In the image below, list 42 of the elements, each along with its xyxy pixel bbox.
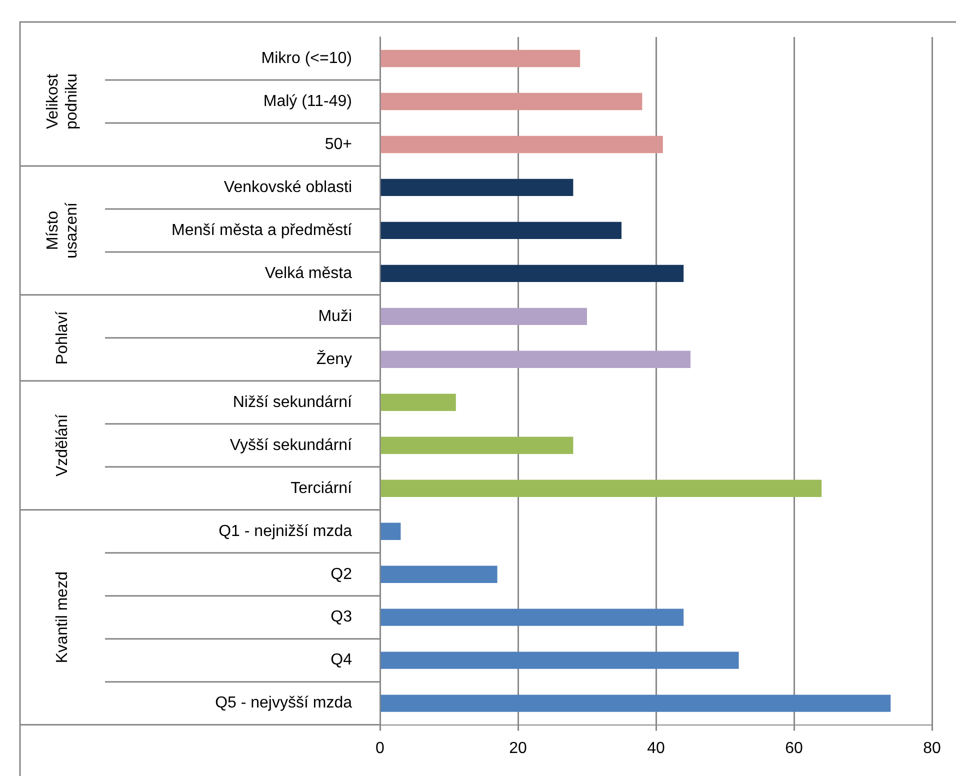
y-tick-label: Nižší sekundární <box>232 394 353 411</box>
bar <box>380 264 684 282</box>
bar <box>380 50 580 68</box>
y-tick-label: Q3 <box>330 608 352 626</box>
bar <box>380 222 622 240</box>
bar <box>380 394 456 411</box>
y-tick-label: Q5 - nejvyšší mzda <box>215 694 352 712</box>
bar <box>380 178 574 196</box>
y-tick-label: Menší města a předměstí <box>171 222 353 239</box>
y-tick-label: Terciární <box>290 480 353 497</box>
text: Kvantil mezd <box>54 572 71 664</box>
bar <box>380 92 642 110</box>
bar <box>380 480 822 497</box>
bar <box>380 566 498 583</box>
y-tick-label: Ženy <box>316 350 352 368</box>
bar <box>380 136 663 154</box>
bar <box>380 350 690 368</box>
y-tick-label: 50+ <box>324 136 352 153</box>
x-tick-label: 40 <box>647 740 665 757</box>
bar <box>380 436 574 454</box>
y-tick-label: Muži <box>318 308 352 325</box>
bar <box>380 522 401 540</box>
y-tick-label: Venkovské oblasti <box>224 178 352 196</box>
y-tick-label: Q4 <box>330 652 352 669</box>
x-tick-label: 80 <box>923 740 941 757</box>
bar <box>380 652 739 669</box>
bar <box>380 308 587 326</box>
text: Velikost podniku <box>44 73 80 130</box>
bar <box>380 694 891 712</box>
y-tick-label: Q1 - nejnižší mzda <box>218 522 352 540</box>
y-tick-label: Vyšší sekundární <box>230 436 353 454</box>
x-tick-label: 0 <box>376 740 385 757</box>
text: Pohlaví <box>54 310 71 365</box>
text: Vzdělání <box>54 414 71 477</box>
text: Místo usazení <box>44 202 80 258</box>
x-tick-label: 60 <box>785 740 803 757</box>
y-tick-label: Mikro (<=10) <box>261 50 352 67</box>
y-tick-label: Malý (11-49) <box>263 92 352 110</box>
y-tick-label: Velká města <box>264 264 352 282</box>
y-tick-label: Q2 <box>330 566 352 583</box>
bar <box>380 608 684 626</box>
x-tick-label: 20 <box>509 740 527 757</box>
